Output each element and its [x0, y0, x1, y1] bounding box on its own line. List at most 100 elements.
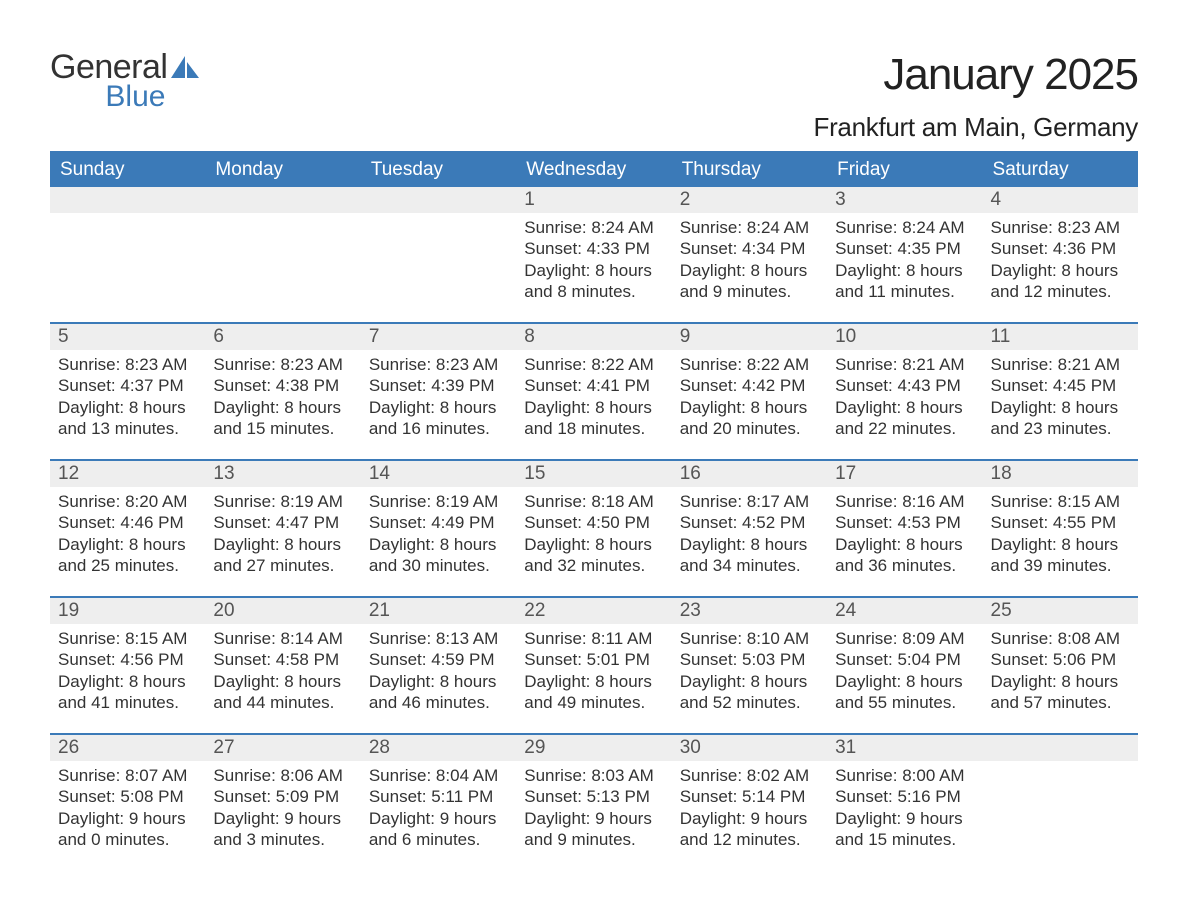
day-content-cell: Sunrise: 8:11 AMSunset: 5:01 PMDaylight:… [516, 624, 671, 734]
day-content-cell: Sunrise: 8:21 AMSunset: 4:45 PMDaylight:… [983, 350, 1138, 460]
day-content-cell: Sunrise: 8:17 AMSunset: 4:52 PMDaylight:… [672, 487, 827, 597]
daylight-line: Daylight: 8 hours and 23 minutes. [991, 397, 1130, 440]
day-content-cell [50, 213, 205, 323]
sunrise-line: Sunrise: 8:24 AM [835, 217, 974, 238]
day-number-cell: 26 [50, 734, 205, 761]
day-number-cell: 8 [516, 323, 671, 350]
day-number-row: 12131415161718 [50, 460, 1138, 487]
day-content-cell: Sunrise: 8:23 AMSunset: 4:38 PMDaylight:… [205, 350, 360, 460]
sunset-line: Sunset: 5:08 PM [58, 786, 197, 807]
sunrise-line: Sunrise: 8:23 AM [991, 217, 1130, 238]
daylight-line: Daylight: 8 hours and 44 minutes. [213, 671, 352, 714]
sunrise-line: Sunrise: 8:08 AM [991, 628, 1130, 649]
header: General Blue January 2025 Frankfurt am M… [50, 50, 1138, 143]
day-number-cell: 24 [827, 597, 982, 624]
sunrise-line: Sunrise: 8:17 AM [680, 491, 819, 512]
day-content-cell: Sunrise: 8:13 AMSunset: 4:59 PMDaylight:… [361, 624, 516, 734]
daylight-line: Daylight: 9 hours and 0 minutes. [58, 808, 197, 851]
day-number-row: 1234 [50, 187, 1138, 213]
logo-text-block: General Blue [50, 50, 167, 114]
day-content-cell: Sunrise: 8:06 AMSunset: 5:09 PMDaylight:… [205, 761, 360, 870]
daylight-line: Daylight: 8 hours and 9 minutes. [680, 260, 819, 303]
weekday-header: Thursday [672, 152, 827, 187]
sunset-line: Sunset: 4:50 PM [524, 512, 663, 533]
daylight-line: Daylight: 8 hours and 41 minutes. [58, 671, 197, 714]
day-content-cell: Sunrise: 8:24 AMSunset: 4:34 PMDaylight:… [672, 213, 827, 323]
daylight-line: Daylight: 8 hours and 8 minutes. [524, 260, 663, 303]
day-content-cell: Sunrise: 8:03 AMSunset: 5:13 PMDaylight:… [516, 761, 671, 870]
day-content-cell: Sunrise: 8:18 AMSunset: 4:50 PMDaylight:… [516, 487, 671, 597]
day-content-cell: Sunrise: 8:19 AMSunset: 4:49 PMDaylight:… [361, 487, 516, 597]
day-content-row: Sunrise: 8:24 AMSunset: 4:33 PMDaylight:… [50, 213, 1138, 323]
day-number-cell: 30 [672, 734, 827, 761]
sunrise-line: Sunrise: 8:20 AM [58, 491, 197, 512]
weekday-header: Wednesday [516, 152, 671, 187]
sunrise-line: Sunrise: 8:02 AM [680, 765, 819, 786]
day-number-row: 19202122232425 [50, 597, 1138, 624]
sunrise-line: Sunrise: 8:13 AM [369, 628, 508, 649]
sunset-line: Sunset: 4:36 PM [991, 238, 1130, 259]
day-number-row: 262728293031 [50, 734, 1138, 761]
day-content-row: Sunrise: 8:20 AMSunset: 4:46 PMDaylight:… [50, 487, 1138, 597]
sunrise-line: Sunrise: 8:06 AM [213, 765, 352, 786]
sunset-line: Sunset: 4:52 PM [680, 512, 819, 533]
daylight-line: Daylight: 9 hours and 9 minutes. [524, 808, 663, 851]
sunset-line: Sunset: 4:47 PM [213, 512, 352, 533]
day-number-cell: 6 [205, 323, 360, 350]
day-content-cell: Sunrise: 8:00 AMSunset: 5:16 PMDaylight:… [827, 761, 982, 870]
sunset-line: Sunset: 4:39 PM [369, 375, 508, 396]
daylight-line: Daylight: 8 hours and 27 minutes. [213, 534, 352, 577]
day-content-cell: Sunrise: 8:24 AMSunset: 4:33 PMDaylight:… [516, 213, 671, 323]
sunrise-line: Sunrise: 8:23 AM [369, 354, 508, 375]
day-number-cell: 13 [205, 460, 360, 487]
day-content-cell: Sunrise: 8:07 AMSunset: 5:08 PMDaylight:… [50, 761, 205, 870]
sunset-line: Sunset: 5:06 PM [991, 649, 1130, 670]
weekday-header: Friday [827, 152, 982, 187]
day-number-cell: 23 [672, 597, 827, 624]
daylight-line: Daylight: 8 hours and 25 minutes. [58, 534, 197, 577]
daylight-line: Daylight: 8 hours and 52 minutes. [680, 671, 819, 714]
sunrise-line: Sunrise: 8:11 AM [524, 628, 663, 649]
day-content-cell: Sunrise: 8:21 AMSunset: 4:43 PMDaylight:… [827, 350, 982, 460]
day-number-cell: 22 [516, 597, 671, 624]
sunset-line: Sunset: 4:33 PM [524, 238, 663, 259]
day-content-cell: Sunrise: 8:10 AMSunset: 5:03 PMDaylight:… [672, 624, 827, 734]
day-number-cell: 2 [672, 187, 827, 213]
daylight-line: Daylight: 8 hours and 49 minutes. [524, 671, 663, 714]
day-number-cell: 17 [827, 460, 982, 487]
sunset-line: Sunset: 5:09 PM [213, 786, 352, 807]
day-content-cell: Sunrise: 8:20 AMSunset: 4:46 PMDaylight:… [50, 487, 205, 597]
calendar-table: SundayMondayTuesdayWednesdayThursdayFrid… [50, 151, 1138, 870]
sunset-line: Sunset: 4:38 PM [213, 375, 352, 396]
day-content-cell: Sunrise: 8:23 AMSunset: 4:37 PMDaylight:… [50, 350, 205, 460]
sunrise-line: Sunrise: 8:07 AM [58, 765, 197, 786]
sunrise-line: Sunrise: 8:22 AM [524, 354, 663, 375]
daylight-line: Daylight: 8 hours and 46 minutes. [369, 671, 508, 714]
sunrise-line: Sunrise: 8:03 AM [524, 765, 663, 786]
daylight-line: Daylight: 8 hours and 18 minutes. [524, 397, 663, 440]
sunrise-line: Sunrise: 8:15 AM [991, 491, 1130, 512]
sunrise-line: Sunrise: 8:21 AM [991, 354, 1130, 375]
sunrise-line: Sunrise: 8:24 AM [680, 217, 819, 238]
daylight-line: Daylight: 8 hours and 20 minutes. [680, 397, 819, 440]
day-content-cell [361, 213, 516, 323]
day-content-cell: Sunrise: 8:22 AMSunset: 4:41 PMDaylight:… [516, 350, 671, 460]
day-content-cell: Sunrise: 8:09 AMSunset: 5:04 PMDaylight:… [827, 624, 982, 734]
day-content-cell: Sunrise: 8:19 AMSunset: 4:47 PMDaylight:… [205, 487, 360, 597]
sunset-line: Sunset: 5:04 PM [835, 649, 974, 670]
day-content-cell: Sunrise: 8:14 AMSunset: 4:58 PMDaylight:… [205, 624, 360, 734]
sunrise-line: Sunrise: 8:14 AM [213, 628, 352, 649]
day-number-cell: 25 [983, 597, 1138, 624]
sunset-line: Sunset: 4:35 PM [835, 238, 974, 259]
sunrise-line: Sunrise: 8:21 AM [835, 354, 974, 375]
daylight-line: Daylight: 8 hours and 55 minutes. [835, 671, 974, 714]
day-content-cell: Sunrise: 8:22 AMSunset: 4:42 PMDaylight:… [672, 350, 827, 460]
sunrise-line: Sunrise: 8:00 AM [835, 765, 974, 786]
day-number-cell: 27 [205, 734, 360, 761]
day-content-cell: Sunrise: 8:15 AMSunset: 4:56 PMDaylight:… [50, 624, 205, 734]
daylight-line: Daylight: 9 hours and 12 minutes. [680, 808, 819, 851]
sunset-line: Sunset: 4:45 PM [991, 375, 1130, 396]
sunset-line: Sunset: 4:59 PM [369, 649, 508, 670]
day-content-cell [205, 213, 360, 323]
sunset-line: Sunset: 4:46 PM [58, 512, 197, 533]
